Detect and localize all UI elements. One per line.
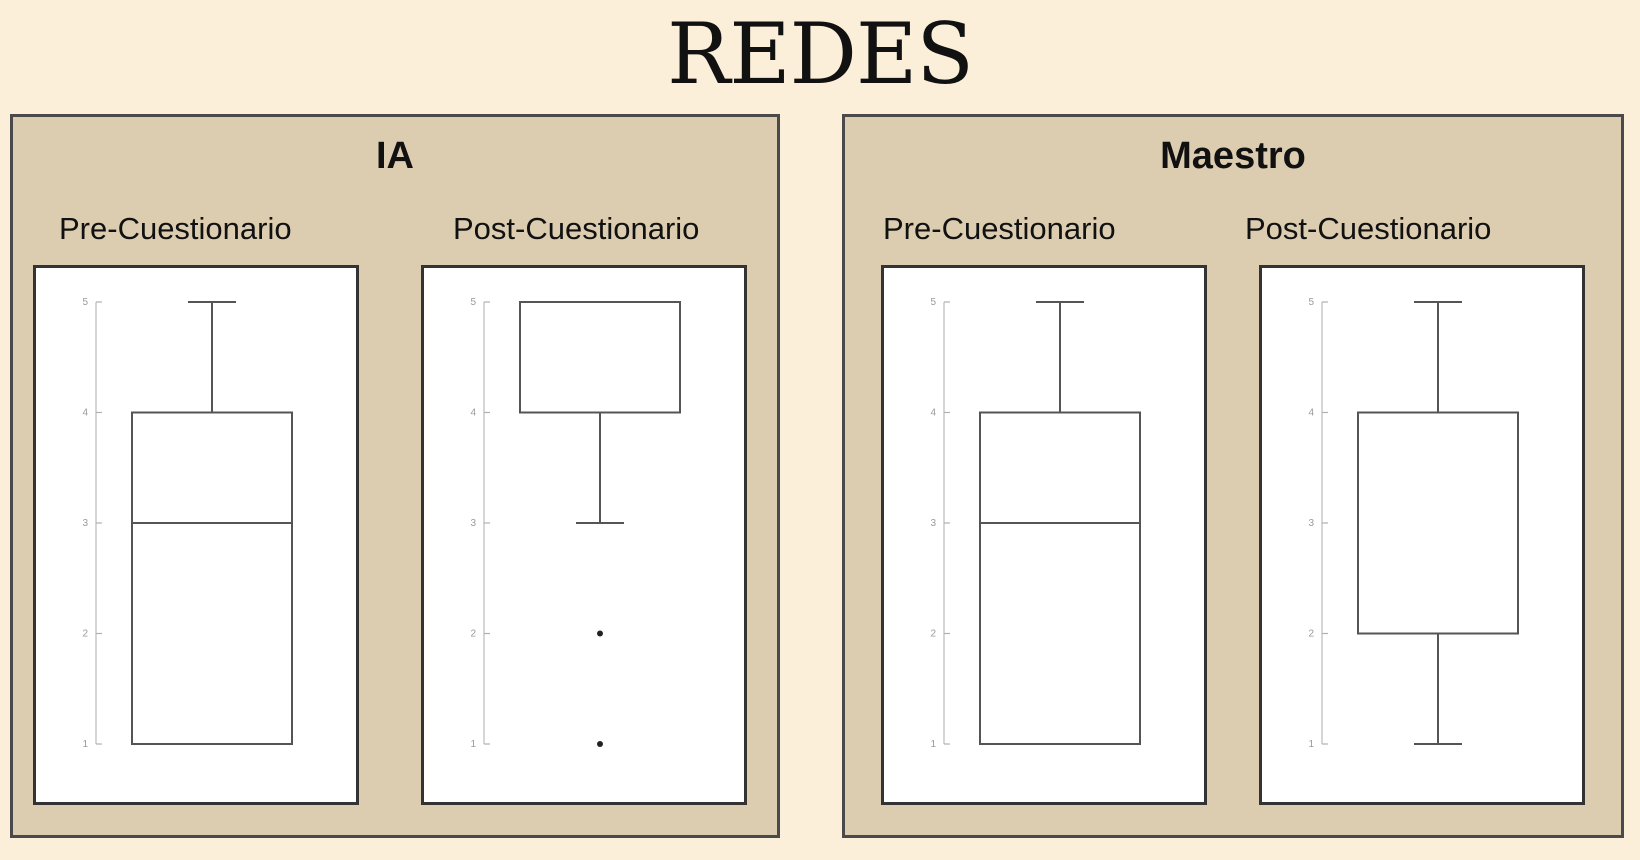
boxplot-maestro-pre-svg: 1 2 3 4 5 <box>930 297 1141 750</box>
panel-ia: IA Pre-Cuestionario Post-Cuestionario 1 2… <box>10 114 780 838</box>
y-tick-label: 3 <box>82 518 88 529</box>
iqr-box <box>131 411 293 745</box>
y-tick-label: 3 <box>470 518 476 529</box>
y-tick-label: 1 <box>930 739 936 750</box>
y-tick-label: 5 <box>930 297 936 308</box>
y-tick-label: 4 <box>470 408 476 419</box>
iqr-box <box>1357 411 1519 635</box>
boxplot-ia-pre: 1 2 3 4 5 <box>33 265 359 805</box>
y-tick-label: 2 <box>82 629 88 640</box>
y-tick-label: 4 <box>930 408 936 419</box>
iqr-box <box>979 411 1141 745</box>
y-tick-label: 4 <box>1308 408 1314 419</box>
panel-maestro: Maestro Pre-Cuestionario Post-Cuestionar… <box>842 114 1624 838</box>
y-tick-label: 3 <box>930 518 936 529</box>
y-tick-label: 2 <box>470 629 476 640</box>
chart-label-ia-pre: Pre-Cuestionario <box>59 211 292 246</box>
chart-label-maestro-post: Post-Cuestionario <box>1245 211 1492 246</box>
y-tick-label: 1 <box>1308 739 1314 750</box>
y-tick-label: 2 <box>930 629 936 640</box>
y-tick-label: 1 <box>82 739 88 750</box>
y-tick-label: 5 <box>82 297 88 308</box>
chart-label-ia-post: Post-Cuestionario <box>453 211 700 246</box>
outlier-point <box>597 741 603 747</box>
chart-label-maestro-pre: Pre-Cuestionario <box>883 211 1116 246</box>
outlier-point <box>597 630 603 637</box>
y-tick-label: 2 <box>1308 629 1314 640</box>
panel-title-ia: IA <box>376 135 414 177</box>
boxplot-ia-pre-svg: 1 2 3 4 5 <box>82 297 293 750</box>
y-tick-label: 3 <box>1308 518 1314 529</box>
boxplot-ia-post-svg: 1 2 3 4 5 <box>470 297 681 750</box>
boxplot-maestro-post: 1 2 3 4 5 <box>1259 265 1585 805</box>
panel-title-maestro: Maestro <box>1160 135 1306 177</box>
y-tick-label: 5 <box>1308 297 1314 308</box>
boxplot-maestro-post-svg: 1 2 3 4 5 <box>1308 297 1519 750</box>
iqr-box <box>519 301 681 414</box>
boxplot-ia-post: 1 2 3 4 5 <box>421 265 747 805</box>
y-tick-label: 4 <box>82 408 88 419</box>
boxplot-maestro-pre: 1 2 3 4 5 <box>881 265 1207 805</box>
y-tick-label: 1 <box>470 739 476 750</box>
y-tick-label: 5 <box>470 297 476 308</box>
page-title: REDES <box>667 5 974 103</box>
